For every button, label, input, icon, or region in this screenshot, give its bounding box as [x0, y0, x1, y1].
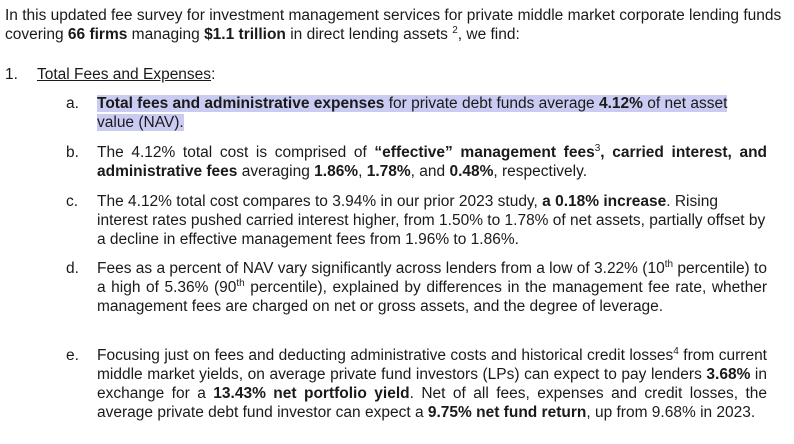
bold-text: 3.68%: [706, 366, 751, 383]
highlighted-text: Total fees and administrative expenses f…: [97, 95, 728, 131]
text: , and: [410, 163, 450, 180]
bold-text: 4.12%: [599, 95, 643, 112]
assets-amount: $1.1 trillion: [204, 26, 286, 43]
footnote-ref[interactable]: 3: [594, 143, 601, 154]
intro-text: in direct lending assets: [285, 26, 453, 43]
intro-paragraph: In this updated fee survey for investmen…: [5, 6, 785, 44]
text: , up from 9.68% in 2023.: [586, 404, 756, 421]
list-item-c: c. The 4.12% total cost compares to 3.94…: [66, 192, 766, 249]
firm-count: 66 firms: [67, 26, 128, 43]
list-item-text: The 4.12% total cost is comprised of “ef…: [97, 143, 767, 181]
intro-text: , we find:: [457, 26, 520, 43]
list-item-d: d. Fees as a percent of NAV vary signifi…: [66, 259, 767, 316]
text: for private debt funds average: [384, 95, 599, 112]
list-item-text: The 4.12% total cost compares to 3.94% i…: [97, 192, 767, 249]
bold-text: 1.86%: [314, 163, 359, 180]
list-item-text: Fees as a percent of NAV vary significan…: [97, 259, 767, 316]
list-marker: c.: [66, 193, 79, 210]
bold-text: 1.78%: [366, 163, 411, 180]
text: averaging: [237, 163, 315, 180]
list-item-b: b. The 4.12% total cost is comprised of …: [66, 143, 767, 181]
list-marker: e.: [66, 347, 79, 364]
list-item-text: Total fees and administrative expenses f…: [97, 94, 767, 132]
text: . Rising interest rates pushed carried i…: [97, 193, 766, 248]
text: percentile) to a high of 5.36% (90: [97, 260, 767, 296]
text: in exchange for a: [97, 366, 767, 402]
section-number: 1.: [5, 66, 18, 83]
list-item-text: Focusing just on fees and deducting admi…: [97, 346, 767, 422]
text: percentile), explained by differences in…: [97, 279, 767, 315]
section-colon: :: [211, 66, 216, 83]
text: Fees as a percent of NAV vary significan…: [97, 260, 665, 277]
bold-text: 9.75% net fund return: [427, 404, 587, 421]
bold-text: a 0.18% increase: [542, 193, 667, 210]
text: . Net of all fees, expenses and credit l…: [97, 385, 767, 421]
footnote-ref[interactable]: 2: [452, 25, 458, 36]
bold-text: Total fees and administrative expenses: [97, 95, 385, 112]
text: of net asset value (NAV).: [97, 95, 728, 131]
superscript: th: [236, 278, 245, 289]
list-marker: b.: [66, 144, 79, 161]
superscript: th: [664, 259, 674, 270]
list-item-a: a. Total fees and administrative expense…: [66, 94, 766, 132]
bold-text: “effective” management fees: [374, 144, 595, 161]
bold-text: 13.43% net portfolio yield: [213, 385, 410, 402]
bold-text: , carried interest, and administrative f…: [97, 144, 768, 180]
text: from current middle market yields, on av…: [97, 347, 767, 383]
intro-text: managing: [127, 26, 205, 43]
section-heading: 1. Total Fees and Expenses:: [5, 65, 785, 84]
text: ,: [358, 163, 367, 180]
list-marker: d.: [66, 260, 79, 277]
text: The 4.12% total cost compares to 3.94% i…: [97, 193, 543, 210]
bold-text: 0.48%: [449, 163, 494, 180]
list-marker: a.: [66, 95, 79, 112]
text: Focusing just on fees and deducting admi…: [97, 347, 674, 364]
text: The 4.12% total cost is comprised of: [97, 144, 375, 161]
intro-text: In this updated fee survey for investmen…: [5, 7, 782, 43]
list-item-e: e. Focusing just on fees and deducting a…: [66, 346, 767, 422]
text: , respectively.: [493, 163, 588, 180]
section-title: Total Fees and Expenses: [37, 66, 212, 83]
footnote-ref[interactable]: 4: [673, 346, 679, 357]
